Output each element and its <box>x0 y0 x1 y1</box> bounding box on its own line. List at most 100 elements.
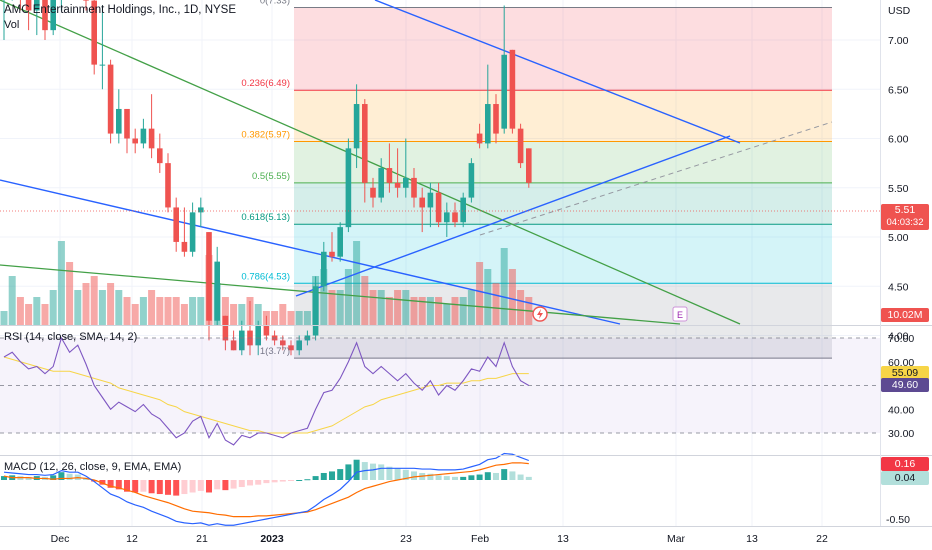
signal-value-badge: 0.04 <box>881 471 929 485</box>
macd-histogram-bar <box>206 480 212 493</box>
time-tick-label: Dec <box>51 533 70 545</box>
volume-bar <box>385 297 393 325</box>
rsi-ma-badge: 55.09 <box>881 366 929 380</box>
trendline-lower-blue[interactable] <box>0 179 621 325</box>
macd-histogram-bar <box>99 480 106 485</box>
fib-level-label: 0(7.33) <box>260 0 290 6</box>
pane-separators[interactable] <box>0 0 932 527</box>
trendline-upper-blue[interactable] <box>374 0 741 144</box>
price-tick-label: 5.00 <box>888 232 909 244</box>
macd-histogram-bar <box>353 459 360 480</box>
candle-body <box>83 0 89 1</box>
volume-bar <box>459 297 467 325</box>
volume-bar <box>410 297 418 325</box>
macd-histogram-bar <box>148 480 155 494</box>
candle-body <box>485 104 491 144</box>
volume-bar <box>476 262 484 325</box>
candle-body <box>312 286 319 336</box>
macd-histogram-bar <box>386 466 393 480</box>
svg-text:E: E <box>677 310 683 320</box>
rsi-indicator-title[interactable]: RSI (14, close, SMA, 14, 2) <box>4 331 138 343</box>
macd-histogram-bar <box>107 480 114 488</box>
price-tick-label: 6.50 <box>888 84 909 96</box>
macd-histogram-bar <box>517 474 524 480</box>
volume-bar <box>394 290 402 325</box>
last-price-value: 5.51 <box>894 204 916 216</box>
candle-body <box>386 168 393 183</box>
macd-histogram-bar <box>271 480 278 483</box>
volume-bar <box>0 311 8 325</box>
trendline-rising-blue[interactable] <box>295 135 731 297</box>
volume-bar <box>328 290 336 325</box>
bar-countdown: 04:03:32 <box>886 217 924 228</box>
volume-bar <box>344 269 352 325</box>
fibonacci-retracement[interactable] <box>294 6 832 359</box>
volume-bar <box>303 311 311 325</box>
volume-bar <box>320 269 328 325</box>
volume-bar <box>82 283 90 325</box>
alert-icon[interactable] <box>532 306 548 322</box>
macd-histogram-bar <box>370 463 376 480</box>
volume-bar <box>484 269 492 325</box>
macd-histogram-bar <box>140 480 147 492</box>
volume-bar <box>254 304 262 325</box>
candle-body <box>509 49 516 129</box>
macd-tick-label: -0.50 <box>886 514 910 526</box>
candle-body <box>345 148 352 228</box>
macd-histogram-bar <box>345 464 352 480</box>
candle-body <box>460 197 466 223</box>
candle-body <box>403 177 409 188</box>
trendline-green-descending[interactable] <box>0 0 741 325</box>
fibonacci-labels: 0(7.33) 0.236(6.49) 0.382(5.97) 0.5(5.55) 0.… <box>241 0 290 357</box>
candle-body <box>99 64 106 66</box>
fib-level-label: 1(3.77) <box>260 346 290 357</box>
fib-level-label: 0.618(5.13) <box>241 212 290 223</box>
earnings-event-marker[interactable]: E <box>672 306 688 322</box>
volume-indicator-label[interactable]: Vol <box>4 19 20 31</box>
volume-bar <box>517 290 525 325</box>
macd-indicator-title[interactable]: MACD (12, 26, close, 9, EMA, EMA) <box>4 461 182 473</box>
candle-body <box>444 212 450 223</box>
volume-bar <box>33 297 41 325</box>
volume-bar <box>8 276 16 325</box>
volume-bar <box>353 241 361 325</box>
volume-bar <box>16 297 24 325</box>
rsi-tick-label: 60.00 <box>888 357 914 369</box>
candle-body <box>296 340 302 351</box>
candle-body <box>132 138 138 144</box>
macd-histogram-bar <box>476 474 483 480</box>
macd-histogram-bar <box>460 476 467 480</box>
macd-histogram-bar <box>255 480 262 485</box>
fib-zone <box>294 141 832 183</box>
time-tick-label: 2023 <box>260 533 284 545</box>
candle-body <box>411 177 417 198</box>
volume-bar <box>98 290 106 325</box>
time-axis-labels: Dec 12 21 2023 23 Feb 13 Mar 13 22 <box>51 533 828 545</box>
candle-body <box>493 104 499 134</box>
currency-label: USD <box>888 5 911 17</box>
candle-body <box>116 108 122 134</box>
symbol-title[interactable]: AMC Entertainment Holdings, Inc., 1D, NY… <box>4 4 237 16</box>
candle-body <box>181 241 188 252</box>
macd-histogram-bar <box>115 480 122 490</box>
trend-lines[interactable] <box>0 0 833 325</box>
candle-body <box>329 251 335 257</box>
candle-body <box>214 261 220 321</box>
volume-bar <box>107 283 115 325</box>
candle-body <box>321 251 327 287</box>
price-tick-label: 5.50 <box>888 183 909 195</box>
trendline-dashed-projection[interactable] <box>479 121 833 236</box>
candle-body <box>230 340 237 351</box>
price-candles <box>3 0 532 356</box>
macd-histogram-bar <box>288 480 294 481</box>
rsi-line <box>3 336 530 446</box>
macd-histogram-bar <box>189 480 196 493</box>
volume-bar <box>500 248 508 325</box>
volume-bar <box>41 304 49 325</box>
trendline-support-green[interactable] <box>0 264 681 325</box>
macd-histogram-bar <box>91 480 98 482</box>
candle-body <box>165 163 171 208</box>
time-tick-label: Feb <box>471 533 489 545</box>
volume-bar <box>418 297 426 325</box>
